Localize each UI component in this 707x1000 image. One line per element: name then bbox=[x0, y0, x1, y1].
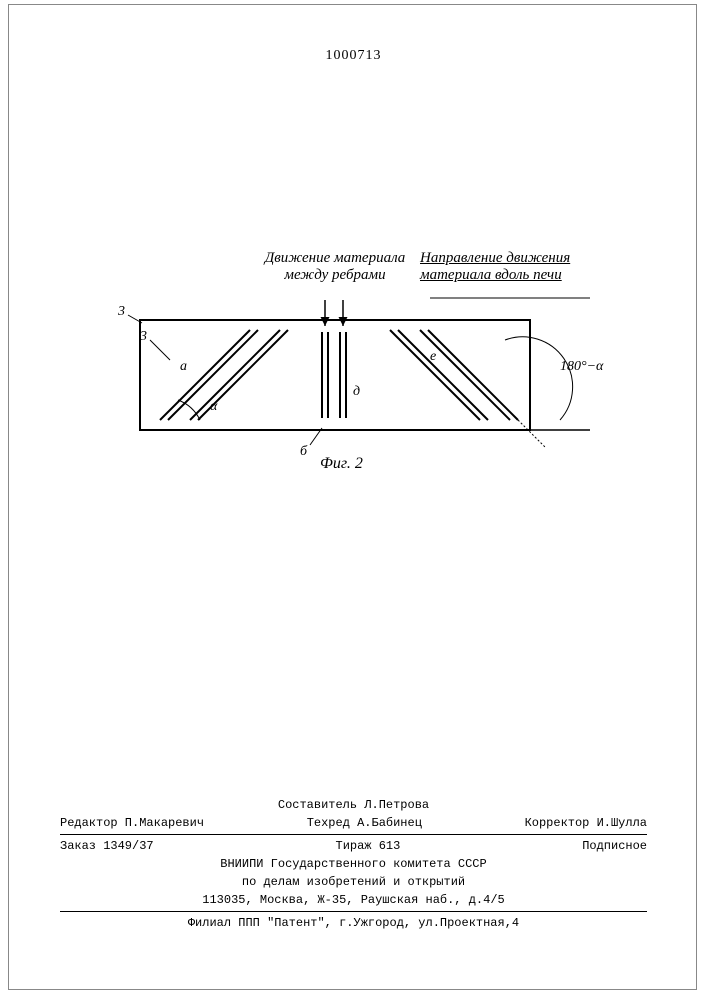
ref-b: б bbox=[300, 444, 308, 459]
panel-outline bbox=[140, 320, 530, 430]
figure-2: Движение материала между ребрами Направл… bbox=[100, 260, 570, 460]
signed: Подписное bbox=[582, 839, 647, 853]
ref-3-inner: 3 bbox=[139, 329, 147, 344]
angle-alpha-symbol: α bbox=[210, 399, 218, 414]
label-line: Направление движения bbox=[420, 250, 620, 267]
figure-caption: Фиг. 2 bbox=[320, 455, 363, 473]
page: 1000713 Движение материала между ребрами… bbox=[0, 0, 707, 1000]
address-line: 113035, Москва, Ж-35, Раушская наб., д.4… bbox=[60, 891, 647, 909]
credits-row: Редактор П.Макаревич Техред А.Бабинец Ко… bbox=[60, 814, 647, 832]
document-number: 1000713 bbox=[326, 48, 382, 64]
org-line-2: по делам изобретений и открытий bbox=[60, 873, 647, 891]
label-line: Движение материала bbox=[250, 250, 420, 267]
colophon-block: Составитель Л.Петрова Редактор П.Макарев… bbox=[60, 796, 647, 932]
rib-group-center bbox=[322, 332, 346, 418]
techred: Техред А.Бабинец bbox=[307, 816, 422, 830]
label-direction-along-furnace: Направление движения материала вдоль печ… bbox=[420, 250, 620, 284]
label-line: между ребрами bbox=[250, 267, 420, 284]
ref-3-outer: 3 bbox=[117, 304, 125, 319]
angle-right-label: 180°−α bbox=[560, 359, 604, 374]
rib-group-left bbox=[160, 330, 288, 420]
ref-a: а bbox=[180, 359, 187, 374]
label-movement-between-ribs: Движение материала между ребрами bbox=[250, 250, 420, 284]
org-line-1: ВНИИПИ Государственного комитета СССР bbox=[60, 855, 647, 873]
angle-arc-right bbox=[505, 337, 573, 420]
print-row: Заказ 1349/37 Тираж 613 Подписное bbox=[60, 837, 647, 855]
label-line: материала вдоль печи bbox=[420, 267, 620, 284]
rib-group-right bbox=[390, 330, 518, 420]
divider bbox=[60, 911, 647, 912]
ref-e: е bbox=[430, 349, 436, 364]
branch-line: Филиал ППП "Патент", г.Ужгород, ул.Проек… bbox=[60, 914, 647, 932]
order-number: Заказ 1349/37 bbox=[60, 839, 154, 853]
corrector: Корректор И.Шулла bbox=[525, 816, 647, 830]
circulation: Тираж 613 bbox=[336, 839, 401, 853]
compiler-line: Составитель Л.Петрова bbox=[60, 796, 647, 814]
editor: Редактор П.Макаревич bbox=[60, 816, 204, 830]
angle-arc-left bbox=[178, 400, 200, 420]
diagram-svg: α 180°−α 3 3 а е д bbox=[100, 260, 620, 460]
ref-d: д bbox=[353, 384, 360, 399]
divider bbox=[60, 834, 647, 835]
